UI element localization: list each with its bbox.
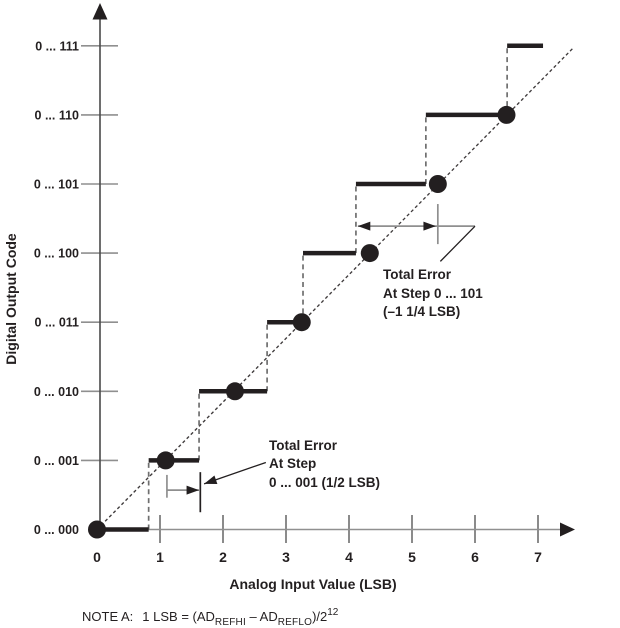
y-tick-label: 0 ... 011 — [35, 316, 80, 330]
x-tick-label: 2 — [219, 549, 227, 565]
note-formula-subscript: REFHI — [214, 617, 246, 628]
y-tick-label: 0 ... 101 — [34, 178, 79, 192]
note-formula-text: – AD — [245, 609, 278, 624]
midstep-dot — [292, 313, 311, 332]
leader-line — [439, 225, 476, 262]
x-tick-label: 0 — [93, 549, 101, 565]
annotation-total-error-step-101-text: Total Error At Step 0 ... 101 (–1 1/4 LSB) — [383, 266, 483, 322]
midstep-dot — [428, 175, 447, 193]
y-tick-label: 0 ... 100 — [34, 247, 79, 261]
y-axis-title: Digital Output Code — [3, 233, 19, 365]
annotation-total-error-step-101-line-0: Total Error — [383, 267, 452, 283]
midstep-dot — [88, 520, 106, 539]
y-tick-label: 0 ... 111 — [35, 39, 79, 53]
note-formula-superscript: 12 — [327, 607, 339, 618]
leader-arrowhead-icon — [204, 475, 218, 485]
y-tick-label: 0 ... 000 — [34, 523, 79, 537]
note-formula-subscript: REFLO — [277, 617, 313, 628]
measure-arrowhead-icon — [186, 485, 200, 495]
x-axis-arrow-icon — [560, 522, 575, 537]
x-axis-title: Analog Input Value (LSB) — [229, 576, 397, 592]
x-tick-label: 3 — [282, 549, 290, 565]
annotation-total-error-step-001-line-1: At Step — [268, 456, 317, 472]
annotation-total-error-step-001-line-2: 0 ... 001 (1/2 LSB) — [268, 474, 381, 490]
measure-arrowhead-icon — [423, 221, 436, 231]
note-formula-text: )/2 — [312, 609, 328, 624]
x-tick-label: 4 — [345, 549, 353, 565]
figure-note: NOTE A: 1 LSB = (ADREFHI – ADREFLO)/212 — [82, 607, 338, 628]
y-axis-arrow-icon — [92, 3, 108, 20]
x-tick-label: 5 — [408, 549, 416, 565]
midstep-dot — [156, 451, 175, 470]
y-tick-label: 0 ... 010 — [34, 385, 79, 399]
annotation-total-error-step-001-text: Total Error At Step 0 ... 001 (1/2 LSB) — [269, 437, 380, 493]
midstep-dot — [497, 105, 516, 124]
note-formula-text: 1 LSB = (AD — [142, 609, 215, 624]
measure-arrowhead-icon — [357, 221, 371, 231]
x-tick-label: 6 — [471, 549, 479, 565]
annotation-total-error-step-101-line-2: (–1 1/4 LSB) — [383, 304, 461, 320]
ideal-transfer-line — [96, 47, 574, 530]
annotation-total-error-step-001-line-0: Total Error — [268, 437, 337, 453]
midstep-dot — [360, 244, 379, 263]
x-tick-label: 1 — [156, 549, 164, 565]
note-label: NOTE A: — [82, 609, 134, 624]
note-formula: 1 LSB = (ADREFHI – ADREFLO)/212 — [142, 607, 339, 628]
y-tick-label: 0 ... 110 — [35, 108, 80, 122]
midstep-dot — [225, 382, 244, 401]
y-tick-label: 0 ... 001 — [34, 454, 79, 468]
annotation-total-error-step-101-line-1: At Step 0 ... 101 — [383, 285, 483, 301]
x-tick-label: 7 — [534, 549, 542, 565]
